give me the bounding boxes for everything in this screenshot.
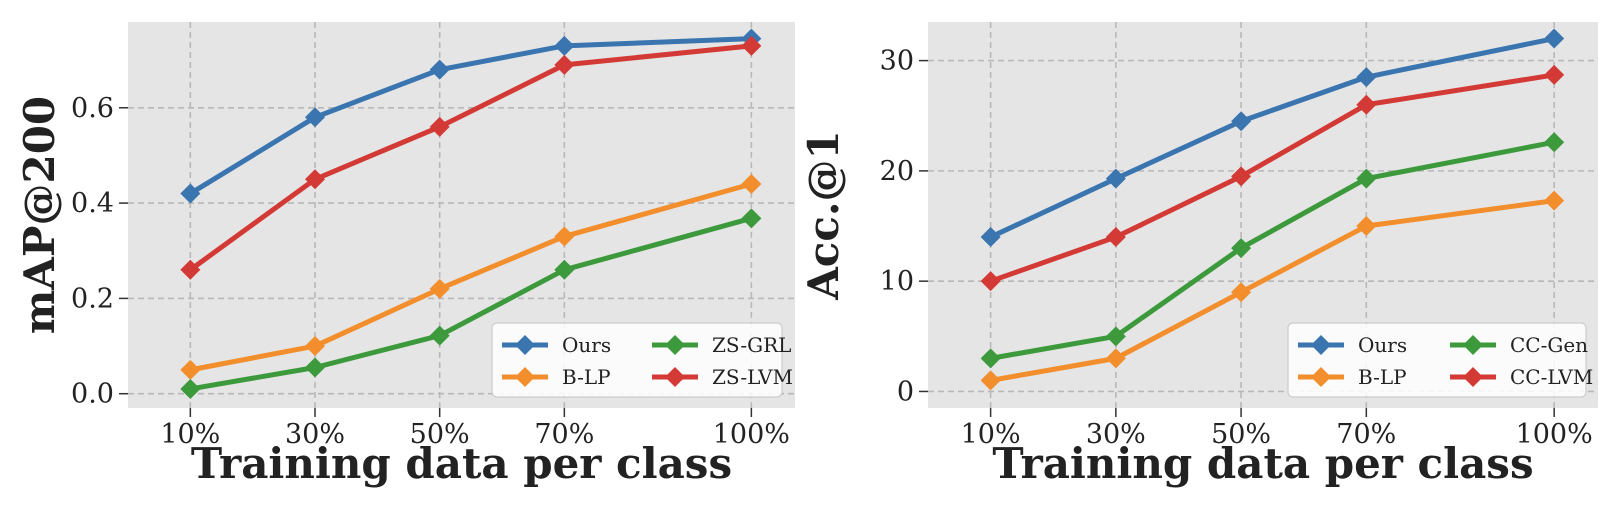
data-point — [1356, 168, 1377, 189]
legend-box — [1287, 322, 1587, 398]
series-cc-gen — [980, 132, 1565, 369]
legend-box — [491, 322, 783, 398]
y-axis-label: Acc.@1 — [799, 130, 848, 301]
data-point — [1544, 28, 1565, 49]
data-point — [980, 348, 1001, 369]
legend-entry: Ours — [502, 333, 611, 357]
data-point — [1231, 282, 1252, 303]
series-ours — [980, 28, 1565, 248]
x-tick-label: 50% — [410, 419, 470, 450]
legend-entry: B-LP — [502, 365, 611, 389]
data-point — [554, 259, 575, 280]
data-point — [429, 59, 450, 80]
legend-swatch-marker — [515, 335, 535, 355]
data-point — [741, 208, 762, 229]
data-point — [305, 336, 326, 357]
series-b-lp — [180, 174, 762, 380]
data-point — [180, 378, 201, 399]
legend-label: Ours — [562, 333, 611, 357]
legend-entry: ZS-LVM — [652, 365, 793, 389]
x-axis-label: Training data per class — [992, 439, 1533, 488]
legend-swatch-marker — [1463, 367, 1483, 387]
legend: Ours B-LP CC-Gen CC-LVM — [1287, 322, 1593, 398]
legend-swatch-marker — [1311, 367, 1331, 387]
data-point — [1356, 216, 1377, 237]
legend-swatch-marker — [1463, 335, 1483, 355]
legend-swatch-marker — [1311, 335, 1331, 355]
data-point — [1544, 190, 1565, 211]
data-point — [180, 359, 201, 380]
legend-swatch-marker — [515, 367, 535, 387]
data-point — [554, 54, 575, 75]
data-point — [180, 259, 201, 280]
data-point — [305, 107, 326, 128]
legend-label: CC-Gen — [1510, 333, 1588, 357]
data-point — [741, 174, 762, 195]
legend-entry: ZS-GRL — [652, 333, 791, 357]
y-tick-label: 0.4 — [71, 188, 114, 219]
data-point — [980, 271, 1001, 292]
x-tick-label: 10% — [160, 419, 220, 450]
data-point — [1544, 132, 1565, 153]
y-tick-label: 0.0 — [71, 379, 114, 410]
data-point — [741, 35, 762, 56]
y-tick-label: 20 — [880, 156, 914, 187]
legend-label: B-LP — [1358, 365, 1407, 389]
legend-label: B-LP — [562, 365, 611, 389]
data-point — [1105, 227, 1126, 248]
data-point — [429, 116, 450, 137]
series-b-lp — [980, 190, 1565, 391]
legend-swatch-marker — [665, 367, 685, 387]
data-point — [980, 370, 1001, 391]
data-point — [1231, 238, 1252, 259]
legend-entry: CC-Gen — [1450, 333, 1588, 357]
chart-2: 0 10 20 30 10% 30% 50% 70% 100%Training data per… — [799, 22, 1598, 488]
data-point — [980, 227, 1001, 248]
series-zs-grl — [180, 208, 762, 399]
x-axis-label: Training data per class — [191, 439, 732, 488]
legend-label: ZS-GRL — [712, 333, 791, 357]
y-tick-label: 0.2 — [71, 283, 114, 314]
legend-swatch-marker — [665, 335, 685, 355]
x-tick-label: 100% — [713, 419, 790, 450]
legend-entry: Ours — [1298, 333, 1407, 357]
data-point — [1105, 348, 1126, 369]
data-point — [1544, 64, 1565, 85]
legend-entry: B-LP — [1298, 365, 1407, 389]
y-axis-label: mAP@200 — [15, 96, 64, 334]
series-cc-lvm — [980, 64, 1565, 292]
data-point — [1231, 166, 1252, 187]
data-point — [429, 325, 450, 346]
legend-label: CC-LVM — [1510, 365, 1593, 389]
data-point — [180, 183, 201, 204]
y-tick-label: 0 — [897, 376, 914, 407]
y-tick-label: 10 — [880, 266, 914, 297]
y-tick-label: 0.6 — [71, 93, 114, 124]
chart-1: 0.0 0.2 0.4 0.6 10% 30% 50% 70% 100%Training dat… — [15, 22, 795, 488]
data-point — [1231, 111, 1252, 132]
x-tick-label: 50% — [1211, 419, 1271, 450]
legend-label: Ours — [1358, 333, 1407, 357]
x-tick-label: 70% — [534, 419, 594, 450]
x-tick-label: 10% — [961, 419, 1021, 450]
data-point — [1356, 94, 1377, 115]
legend-label: ZS-LVM — [712, 365, 793, 389]
data-point — [554, 35, 575, 56]
data-point — [1105, 326, 1126, 347]
x-tick-label: 30% — [1086, 419, 1146, 450]
data-point — [305, 357, 326, 378]
x-tick-label: 70% — [1336, 419, 1396, 450]
data-point — [429, 278, 450, 299]
legend: Ours B-LP ZS-GRL ZS-LVM — [491, 322, 793, 398]
x-tick-label: 100% — [1516, 419, 1593, 450]
data-point — [554, 226, 575, 247]
data-point — [1105, 168, 1126, 189]
series-zs-lvm — [180, 35, 762, 280]
y-tick-label: 30 — [880, 46, 914, 77]
data-point — [1356, 67, 1377, 88]
x-tick-label: 30% — [285, 419, 345, 450]
legend-entry: CC-LVM — [1450, 365, 1593, 389]
data-point — [305, 169, 326, 190]
